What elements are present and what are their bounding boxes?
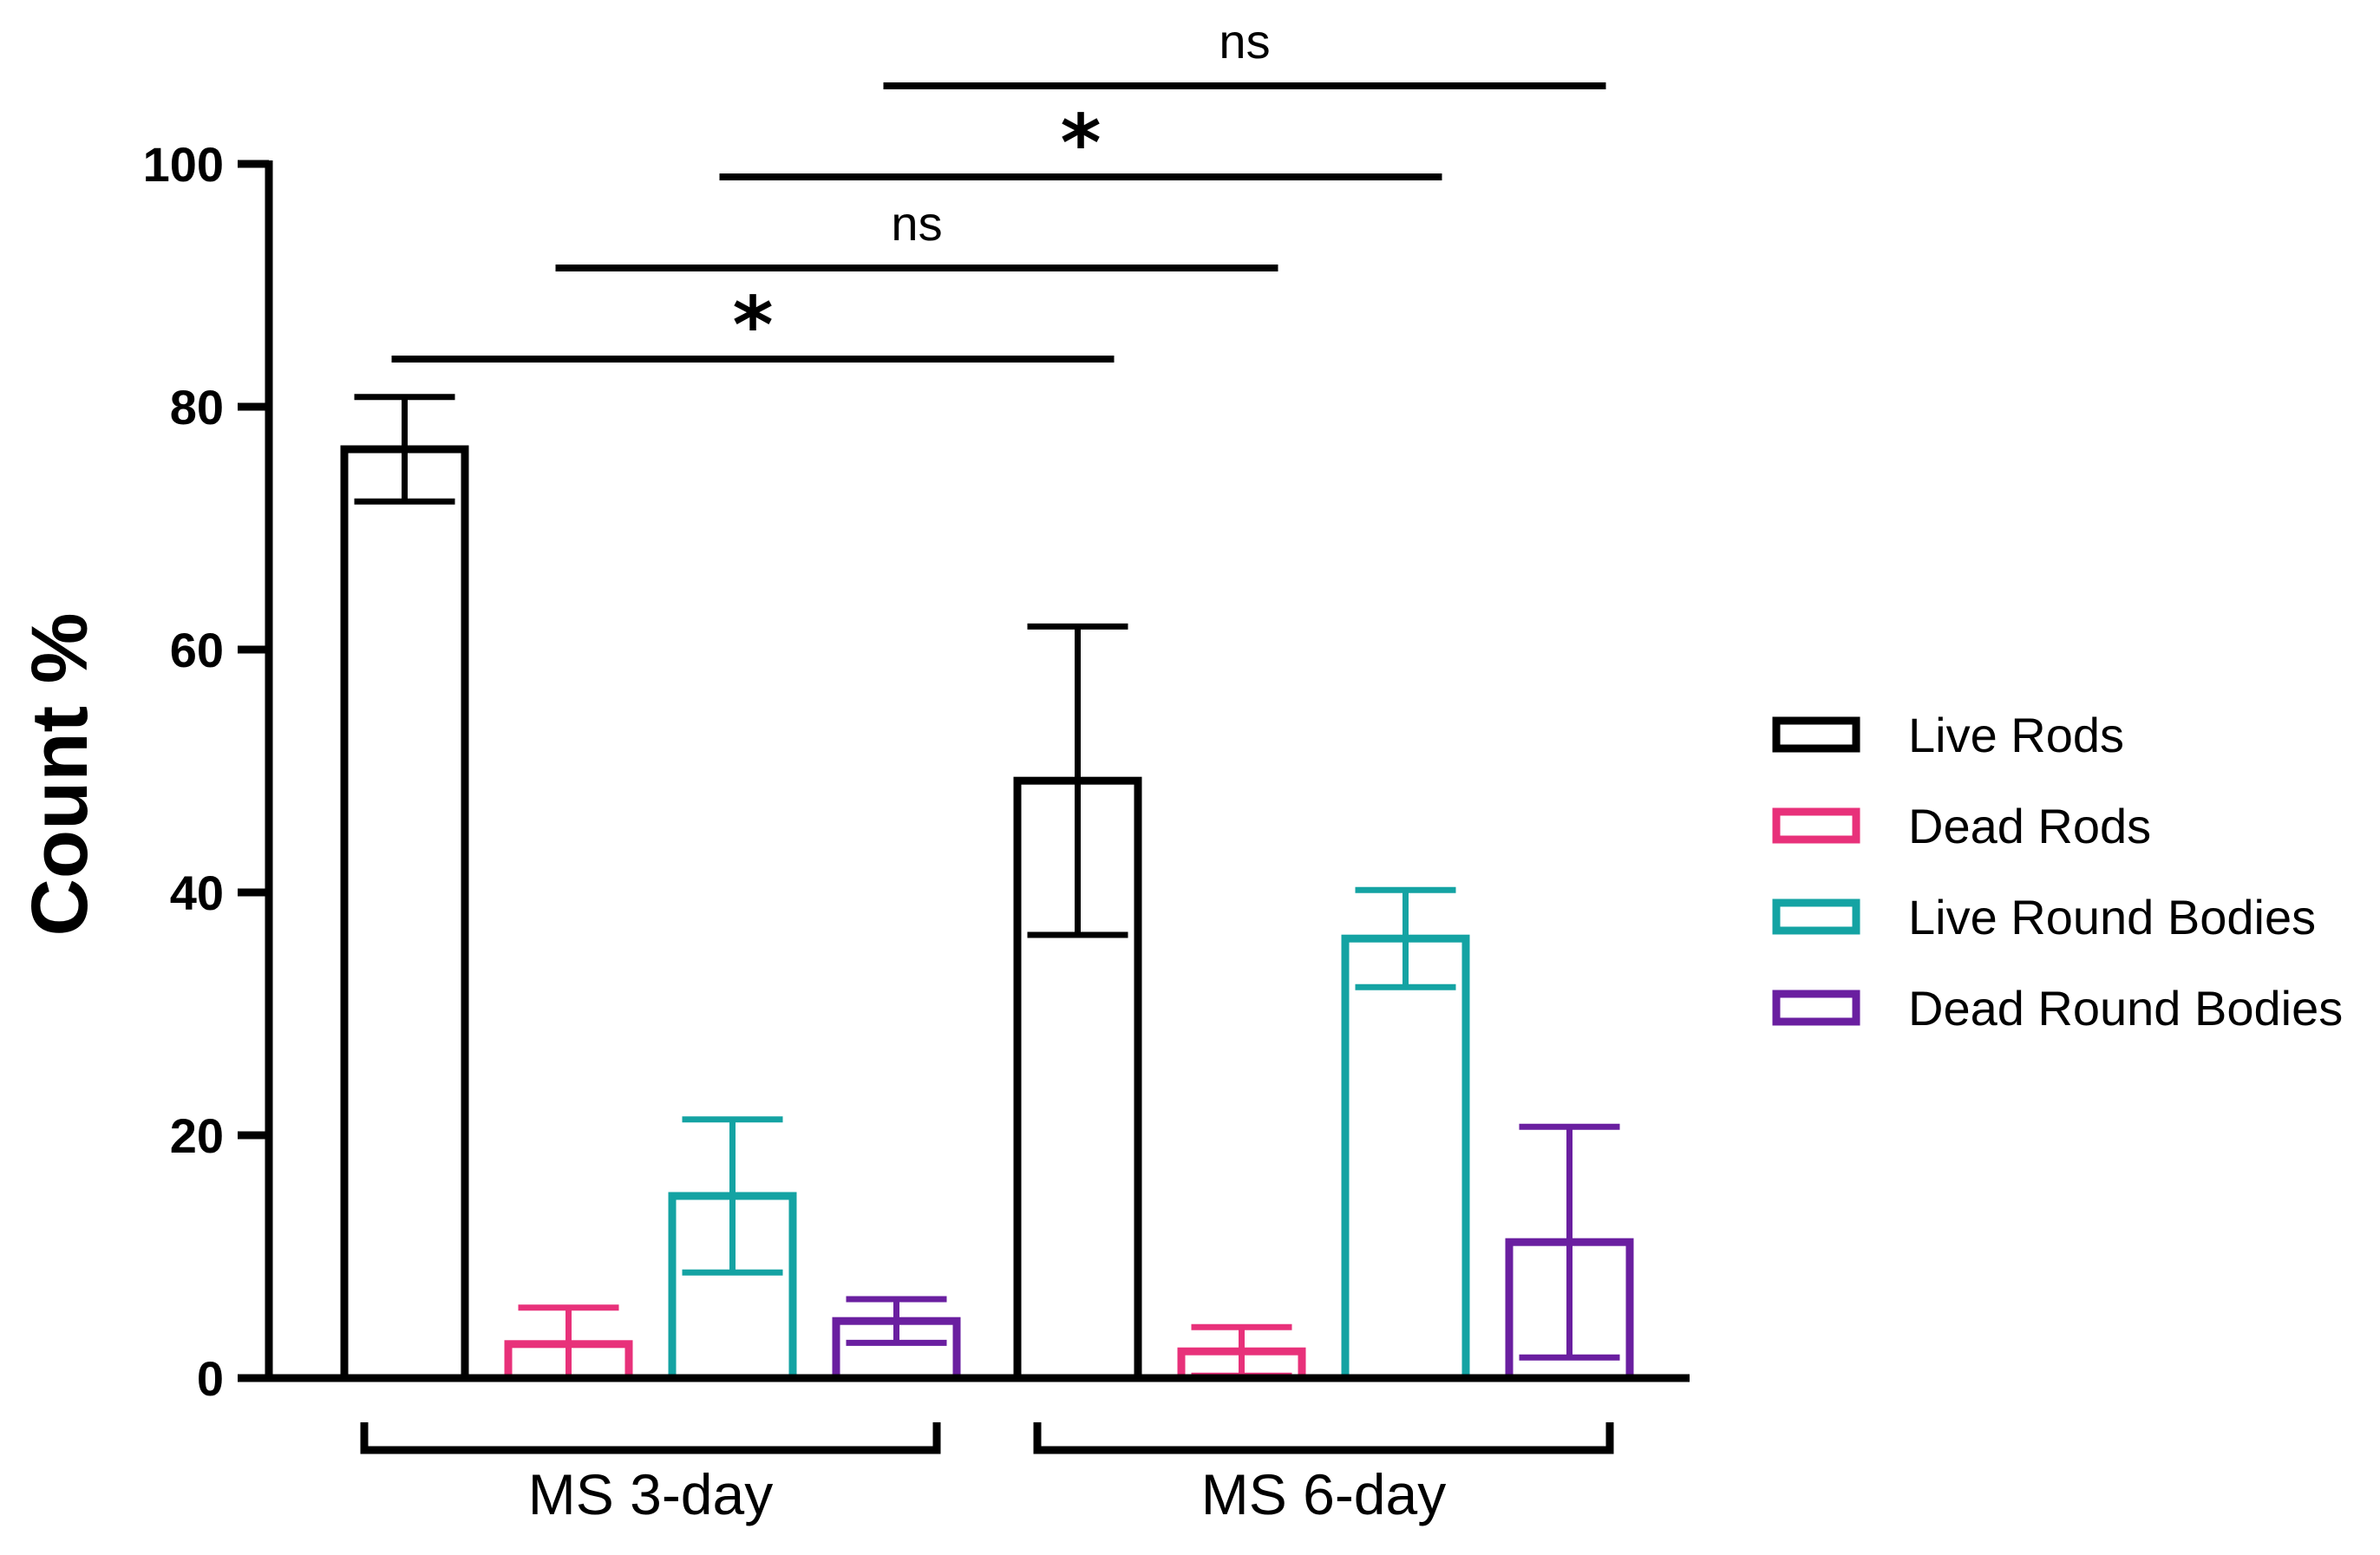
bar-live-round-bodies-ms-3-day xyxy=(668,1192,797,1382)
group-bracket-ms-3-day xyxy=(360,1422,941,1454)
bars-layer xyxy=(340,445,1634,1382)
significance-layer: * ns * ns xyxy=(391,14,1606,371)
legend-swatch-live-rods xyxy=(1772,716,1860,753)
group-label-ms-3-day: MS 3-day xyxy=(528,1462,773,1526)
group-bracket-ms-6-day xyxy=(1033,1422,1614,1454)
significance-label-live-rods: * xyxy=(732,280,773,371)
legend-label-live-round-bodies: Live Round Bodies xyxy=(1908,890,2316,944)
legend-swatch-dead-rods xyxy=(1772,807,1860,844)
bar-live-round-bodies-ms-6-day xyxy=(1341,934,1470,1382)
y-tick-label-100: 100 xyxy=(143,137,224,192)
legend-swatch-live-round-bodies xyxy=(1772,898,1860,935)
group-label-ms-6-day: MS 6-day xyxy=(1201,1462,1446,1526)
y-tick-label-80: 80 xyxy=(170,380,224,434)
legend-swatch-dead-round-bodies xyxy=(1772,990,1860,1026)
group-labels-layer: MS 3-day MS 6-day xyxy=(360,1422,1614,1526)
y-tick-label-0: 0 xyxy=(197,1351,224,1406)
legend-label-dead-round-bodies: Dead Round Bodies xyxy=(1908,981,2343,1036)
legend-label-live-rods: Live Rods xyxy=(1908,708,2124,762)
y-axis-title: Count % xyxy=(16,612,104,936)
y-tick-label-40: 40 xyxy=(170,866,224,920)
bar-live-rods-ms-3-day xyxy=(340,445,469,1382)
significance-label-live-round-bodies: * xyxy=(1060,98,1101,189)
axes-layer: 0 20 40 60 80 100 xyxy=(143,137,1690,1406)
y-tick-label-20: 20 xyxy=(170,1108,224,1163)
significance-label-dead-round-bodies: ns xyxy=(1219,14,1270,69)
significance-label-dead-rods: ns xyxy=(891,196,942,251)
y-tick-label-60: 60 xyxy=(170,623,224,677)
legend-label-dead-rods: Dead Rods xyxy=(1908,799,2151,853)
legend: Live Rods Dead Rods Live Round Bodies Dead … xyxy=(1772,708,2343,1036)
